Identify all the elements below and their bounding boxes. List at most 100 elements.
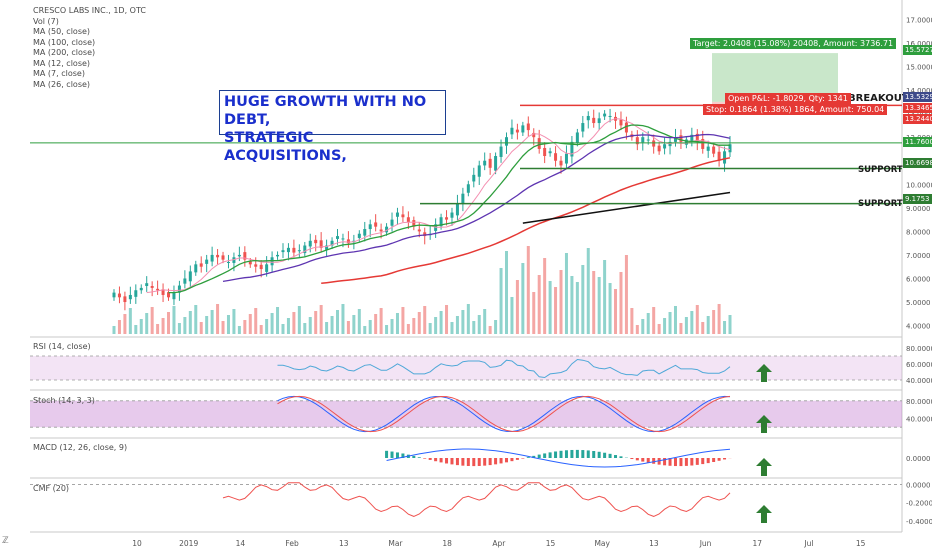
volume-bar (521, 263, 525, 334)
price-tag-support-2: 9.1753 (903, 194, 932, 204)
cmf-tick-label: -0.4000 (906, 518, 932, 526)
candle-body (134, 290, 138, 297)
candle-body (592, 117, 596, 124)
x-tick-label: 10 (132, 539, 142, 548)
candle-body (259, 264, 263, 270)
volume-bar (134, 325, 138, 334)
ma-7-line (146, 118, 731, 294)
candle-body (494, 156, 498, 171)
price-tick-label: 14.0000 (906, 87, 932, 95)
candle-body (483, 160, 487, 166)
candle-body (417, 229, 421, 232)
volume-bar (494, 320, 498, 334)
x-tick-label: May (594, 539, 610, 548)
volume-bar (199, 322, 203, 334)
volume-bar (423, 306, 427, 334)
macd-histogram-bar (668, 458, 672, 466)
candle-body (139, 287, 143, 291)
candle-body (303, 245, 307, 254)
legend-line: MA (26, close) (33, 79, 91, 89)
volume-bar (232, 309, 236, 334)
legend-line: Vol (7) (33, 16, 59, 26)
volume-bar (226, 315, 230, 334)
x-tick-label: Jul (803, 539, 813, 548)
volume-bar (406, 324, 410, 334)
target-label: Target: 2.0408 (15.08%) 20408, Amount: 3… (690, 38, 897, 49)
macd-histogram-bar (701, 458, 705, 465)
ma-12-line (168, 124, 730, 294)
macd-histogram-bar (608, 453, 612, 458)
candle-body (450, 212, 454, 218)
volume-bar (641, 319, 645, 334)
macd-histogram-bar (390, 451, 394, 458)
macd-histogram-bar (679, 458, 683, 467)
rsi-band (30, 356, 902, 380)
macd-histogram-bar (445, 458, 449, 464)
headline-note[interactable]: HUGE GROWTH WITH NO DEBT, STRATEGIC ACQU… (219, 90, 446, 164)
macd-histogram-bar (695, 458, 699, 465)
candle-body (559, 160, 563, 166)
candle-body (663, 144, 667, 149)
volume-bar (395, 313, 399, 334)
volume-bar (619, 272, 623, 334)
volume-bar (695, 305, 699, 334)
macd-histogram-bar (597, 451, 601, 458)
volume-bar (150, 307, 154, 334)
candle-body (330, 240, 334, 246)
volume-bar (570, 276, 574, 334)
volume-bar (554, 287, 558, 334)
volume-bar (188, 311, 192, 334)
candle-body (641, 137, 645, 143)
macd-histogram-bar (684, 458, 688, 466)
volume-bar (564, 253, 568, 334)
candle-body (690, 134, 694, 141)
volume-bar (319, 305, 323, 334)
candle-body (112, 292, 116, 298)
volume-bar (543, 258, 547, 334)
candle-body (728, 144, 732, 153)
macd-histogram-bar (466, 458, 470, 466)
volume-bar (445, 305, 449, 334)
price-tick-label: 6.0000 (906, 275, 931, 283)
candle-body (150, 286, 154, 288)
volume-bar (248, 314, 252, 334)
volume-bar (357, 309, 361, 334)
volume-bar (673, 306, 677, 334)
volume-bar (581, 265, 585, 334)
ma-200-line (522, 191, 731, 224)
price-tick-label: 15.0000 (906, 64, 932, 72)
volume-bar (575, 282, 579, 334)
volume-bar (477, 315, 481, 334)
volume-bar (663, 318, 667, 334)
macd-histogram-bar (477, 458, 481, 466)
chart-logo-icon[interactable]: ℤ (2, 535, 9, 545)
macd-histogram-bar (592, 451, 596, 458)
volume-bar (597, 277, 601, 334)
candle-body (216, 254, 220, 258)
volume-bar (205, 316, 209, 334)
candle-body (477, 165, 481, 177)
candle-body (723, 151, 727, 164)
volume-bar (608, 283, 612, 334)
price-tag-breakout: 13.3465 (903, 103, 932, 113)
macd-histogram-bar (717, 458, 721, 461)
volume-bar (352, 315, 356, 334)
macd-histogram-bar (472, 458, 476, 467)
x-tick-label: Mar (388, 539, 403, 548)
volume-bar (259, 325, 263, 334)
candle-body (390, 219, 394, 226)
volume-bar (112, 326, 116, 334)
macd-histogram-bar (635, 458, 639, 461)
volume-bar (341, 304, 345, 334)
candle-body (232, 257, 236, 263)
candle-body (488, 158, 492, 168)
macd-histogram-bar (483, 458, 487, 466)
candle-body (401, 214, 405, 218)
macd-histogram-bar (385, 450, 389, 458)
candle-body (586, 115, 590, 121)
legend-line: MA (50, close) (33, 27, 91, 36)
macd-histogram-bar (423, 458, 427, 459)
macd-histogram-bar (417, 457, 421, 458)
open-pl-label: Open P&L: -1.8029, Qty: 1341 (725, 93, 851, 104)
candle-body (363, 229, 367, 236)
